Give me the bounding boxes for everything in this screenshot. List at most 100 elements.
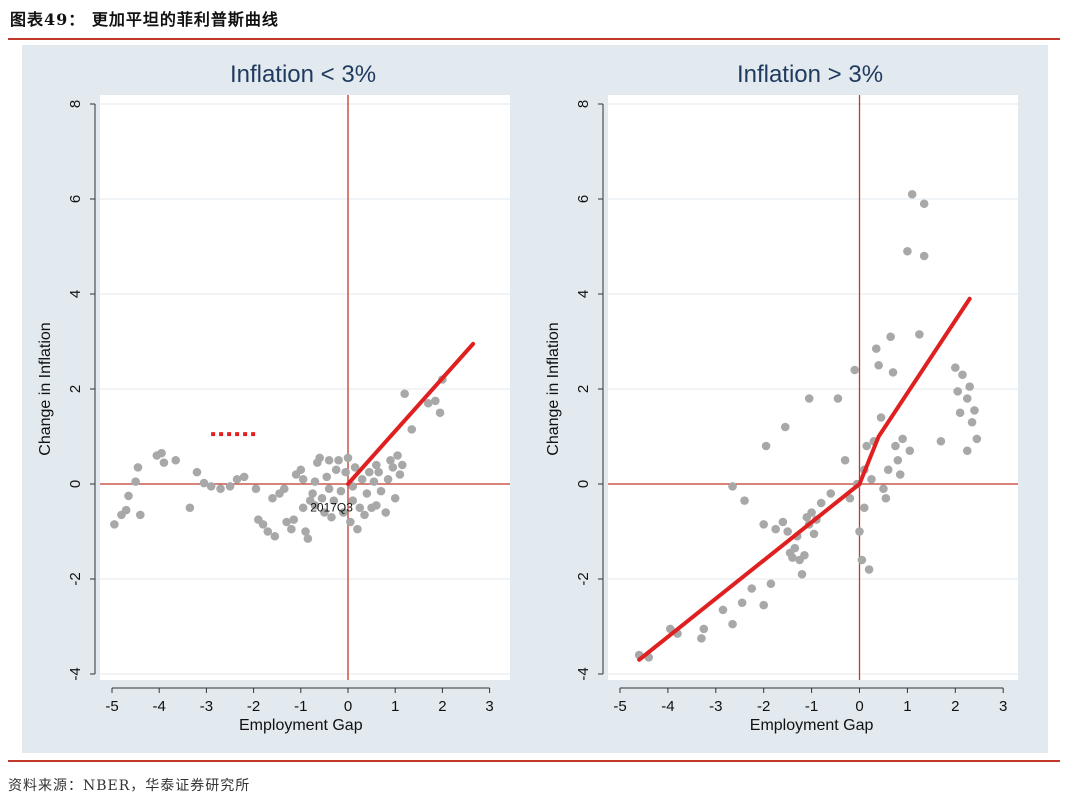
chart1-data-point	[353, 524, 362, 534]
chart1-data-point	[327, 512, 336, 522]
chart1-y-tick-label: 2	[67, 385, 84, 393]
chart1-data-point	[343, 453, 353, 463]
chart2-data-point	[747, 584, 757, 593]
chart1-y-tick-label: 6	[67, 195, 84, 203]
chart2-data-point	[876, 413, 886, 422]
chart1-data-point	[348, 496, 358, 505]
chart1-y-tick-label: 8	[67, 100, 84, 108]
chart2-data-point	[862, 441, 871, 451]
chart2-data-point	[816, 498, 826, 508]
chart2-data-point	[881, 493, 891, 503]
chart2-data-point	[780, 422, 790, 432]
chart1-data-point	[282, 517, 291, 527]
chart2-x-tick-label: 3	[999, 698, 1007, 715]
chart1-y-tick-label: 0	[67, 480, 84, 488]
chart2-data-point	[874, 360, 883, 370]
chart2-data-point	[886, 332, 895, 342]
chart2-data-point	[699, 624, 709, 634]
chart2-data-point	[962, 394, 972, 403]
chart1-data-point	[310, 477, 320, 486]
chart1-data-point	[263, 527, 273, 536]
chart1-data-point	[369, 477, 379, 486]
chart1-data-point	[317, 493, 327, 503]
chart1-data-point	[372, 460, 381, 470]
chart1-fit-line	[346, 341, 476, 486]
chart1-x-tick-label: 2	[438, 698, 446, 715]
chart2-data-point	[893, 455, 903, 465]
chart1-plot-area	[100, 95, 510, 680]
chart1-data-point	[206, 482, 216, 491]
chart1-data-point	[336, 486, 346, 496]
chart1-data-point	[301, 527, 310, 536]
chart2-data-point	[783, 527, 792, 536]
chart2-data-point	[840, 455, 850, 465]
chart1-data-point	[225, 482, 235, 491]
chart2-data-point	[788, 553, 797, 562]
chart1-data-point	[303, 534, 313, 543]
chart2-data-point	[737, 598, 747, 608]
chart1-data-point	[133, 463, 143, 472]
chart2-data-point	[807, 508, 816, 517]
chart1-data-point	[159, 458, 169, 467]
chart2-data-point	[728, 482, 737, 491]
chart2-data-point	[965, 382, 974, 391]
chart1-data-point	[376, 486, 386, 496]
chart2-data-point	[919, 199, 929, 209]
chart2-y-tick-label: 2	[575, 385, 592, 393]
chart1-data-point	[355, 503, 365, 513]
chart1-data-point	[383, 474, 393, 484]
chart2-data-point	[778, 517, 788, 527]
chart1-data-point	[357, 474, 367, 484]
chart1-data-point	[431, 396, 440, 406]
chart2-data-point	[859, 503, 869, 513]
chart1-annotation: 2017Q3	[310, 500, 353, 514]
chart1-x-tick-label: -5	[105, 698, 118, 715]
chart1-data-point	[324, 484, 334, 494]
chart1-data-point	[287, 524, 296, 534]
chart2-x-tick-label: -1	[805, 698, 818, 715]
chart1-data-point	[315, 453, 324, 463]
chart2-data-point	[771, 524, 780, 534]
chart1-data-point	[388, 463, 398, 472]
chart1-data-point	[346, 517, 355, 527]
chart1-data-point	[324, 455, 334, 465]
chart1-data-point	[136, 510, 145, 520]
chart1-data-point	[270, 531, 280, 541]
chart1-y-tick-label: 4	[67, 290, 84, 298]
chart2-data-point	[967, 417, 977, 427]
chart1-data-point	[341, 467, 350, 477]
chart1-x-tick-label: -1	[294, 698, 307, 715]
chart2-data-point	[898, 434, 907, 444]
chart1-x-tick-label: -3	[200, 698, 213, 715]
chart2-data-point	[970, 406, 979, 415]
chart2-x-tick-label: 2	[951, 698, 959, 715]
chart2-x-tick-label: 0	[855, 698, 863, 715]
chart2-data-point	[697, 634, 706, 643]
chart2-data-point	[867, 474, 876, 484]
chart2-y-tick-label: 6	[575, 195, 592, 203]
chart2-data-point	[826, 489, 836, 498]
chart1-data-point	[334, 455, 343, 465]
chart1-data-point	[350, 463, 360, 472]
chart1-data-point	[320, 508, 329, 517]
chart2-y-tick-label: 0	[575, 480, 592, 488]
chart2-y-axis-label: Change in Inflation	[545, 322, 562, 455]
chart1-data-point	[216, 484, 225, 494]
chart2-x-tick-label: -2	[757, 698, 770, 715]
chart2-data-point	[759, 600, 768, 610]
chart1-data-point	[386, 455, 395, 465]
chart2-data-point	[962, 446, 972, 456]
chart1-data-point	[289, 515, 299, 524]
chart2-data-point	[951, 363, 960, 372]
chart1-y-axis-label: Change in Inflation	[37, 322, 54, 455]
chart1-data-point	[372, 501, 381, 510]
chart1-x-axis-label: Employment Gap	[239, 717, 363, 734]
chart2-data-point	[905, 446, 915, 456]
chart1-data-point	[331, 465, 341, 475]
chart2-title: Inflation > 3%	[737, 61, 883, 88]
chart2-data-point	[797, 569, 807, 579]
chart1-data-point	[110, 520, 119, 529]
chart2-data-point	[895, 470, 905, 479]
chart2-data-point	[903, 246, 912, 256]
figure-title: 图表49： 更加平坦的菲利普斯曲线	[10, 10, 279, 29]
